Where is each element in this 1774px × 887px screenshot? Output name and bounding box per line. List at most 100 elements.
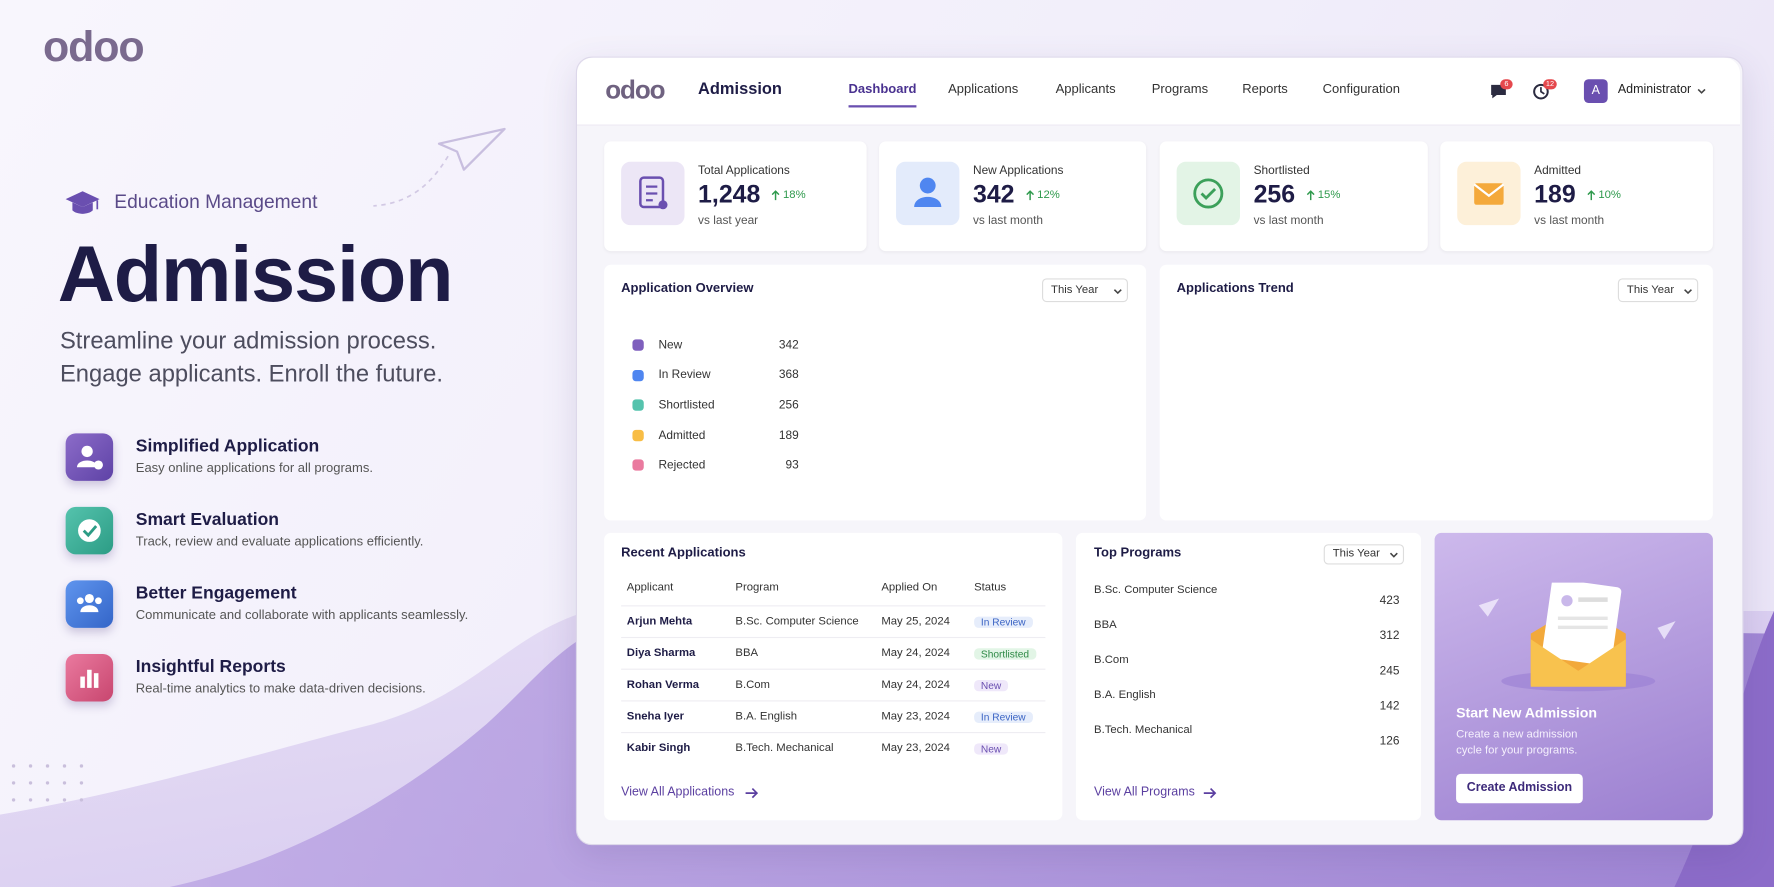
stat-note: vs last year [698, 213, 759, 228]
table-cell: May 24, 2024 [881, 678, 950, 692]
recent-panel [604, 532, 1063, 821]
stat-glyph-part [646, 185, 658, 202]
stat-glyph-part [919, 177, 936, 194]
feature-glyph-part [80, 676, 85, 688]
table-cell: B.Com [735, 678, 770, 692]
row-divider [621, 668, 1046, 670]
stat-glyph [639, 176, 668, 210]
legend-swatch [632, 339, 644, 351]
program-value: 245 [1379, 663, 1400, 678]
program-value: 312 [1379, 628, 1400, 643]
feature-icon [65, 433, 114, 481]
stat-label: Shortlisted [1253, 163, 1310, 178]
filter-label: This Year [1051, 283, 1099, 296]
program-name: B.Sc. Computer Science [1094, 583, 1218, 597]
stat-value: 1,248 [698, 179, 761, 209]
feature-glyph-part [84, 593, 94, 604]
feature-glyph-part [93, 673, 99, 688]
table-cell: B.A. English [735, 710, 798, 723]
applicant-name: Kabir Singh [626, 742, 691, 755]
stat-value-row: 256 15% [1254, 179, 1341, 211]
nav-item[interactable]: Applicants [1055, 82, 1116, 97]
badge [1543, 79, 1557, 90]
filter-dropdown[interactable] [1323, 544, 1405, 565]
nav-item[interactable]: Configuration [1322, 82, 1400, 97]
legend-value: 93 [785, 458, 799, 472]
status-pill: New [974, 742, 1009, 756]
legend-label: In Review [658, 368, 711, 382]
feature-glyph-part [82, 525, 98, 538]
activity-icon-part [1533, 83, 1549, 100]
chevron [1684, 288, 1692, 294]
filter-label: This Year [1626, 283, 1675, 296]
view-all-link[interactable]: View All Applications [621, 785, 735, 800]
view-all-link[interactable]: View All Programs [1094, 785, 1195, 800]
feature-text: Easy online applications for all program… [135, 461, 373, 476]
column-header: Applied On [881, 581, 938, 594]
stat-glyph-part [1473, 183, 1505, 198]
avatar[interactable] [1583, 79, 1608, 103]
chevron [1113, 288, 1122, 294]
program-value: 142 [1379, 698, 1400, 713]
nav-item[interactable]: Dashboard [848, 83, 917, 108]
program-name: BBA [1094, 618, 1117, 632]
stat-icon [896, 161, 960, 226]
promo-title: Start New Admission [1456, 704, 1598, 721]
filter-dropdown[interactable] [1617, 278, 1699, 303]
applicant-name: Diya Sharma [626, 647, 696, 660]
table-cell: May 23, 2024 [881, 710, 950, 723]
feature-glyph-part [80, 605, 99, 613]
program-name: B.Com [1094, 653, 1129, 667]
feature-glyph [76, 593, 102, 613]
arrow-right [1203, 787, 1217, 799]
table-cell: May 25, 2024 [881, 615, 950, 628]
arrow-right [745, 787, 759, 799]
promo-button[interactable] [1456, 773, 1583, 804]
stat-glyph [1193, 178, 1224, 209]
user-name[interactable]: Administrator [1617, 83, 1692, 97]
applicant-name: Sneha Iyer [626, 710, 685, 723]
program-value: 126 [1379, 733, 1400, 748]
badge [1500, 79, 1513, 90]
stat-value: 342 [972, 179, 1015, 209]
table-cell: B.Tech. Mechanical [735, 742, 834, 755]
promo-illustration [1454, 578, 1680, 719]
badge-text: 6 [1504, 80, 1509, 89]
filter-dropdown[interactable] [1042, 278, 1128, 303]
chevron-part [1697, 88, 1706, 94]
stat-value-row: 342 12% [973, 179, 1060, 211]
stat-value: 256 [1253, 179, 1296, 209]
feature-glyph-part [76, 597, 84, 605]
table-cell: May 24, 2024 [881, 647, 950, 660]
legend-label: Rejected [658, 458, 706, 472]
status-pill: In Review [974, 616, 1033, 629]
feature-icon [65, 506, 114, 555]
stat-note: vs last month [972, 213, 1043, 228]
stat-change-text: 10% [1598, 188, 1621, 201]
stat-change: 10% [1587, 188, 1621, 201]
chevron-part [1113, 288, 1122, 294]
tagline: Streamline your admission process. [59, 328, 437, 355]
stat-glyph-part [1193, 178, 1224, 209]
app-name: Admission [698, 80, 782, 99]
nav-item[interactable]: Applications [948, 82, 1019, 97]
table-cell: May 23, 2024 [881, 742, 950, 755]
legend-label: Admitted [658, 428, 706, 442]
panel-title: Application Overview [621, 281, 754, 296]
panel-title: Top Programs [1094, 546, 1182, 561]
stat-icon [621, 161, 685, 226]
program-name: B.A. English [1094, 689, 1156, 702]
nav-item[interactable]: Programs [1151, 82, 1209, 97]
feature-glyph-part [78, 519, 101, 542]
feature-glyph-part [87, 669, 92, 688]
row-divider [621, 732, 1046, 734]
stat-label: New Applications [972, 163, 1064, 178]
promo-text: Create a new admission [1456, 728, 1578, 742]
up-arrow [771, 189, 780, 200]
feature-glyph-part [93, 460, 103, 470]
stat-note: vs last month [1253, 213, 1324, 228]
column-header: Status [974, 581, 1007, 594]
nav-item[interactable]: Reports [1242, 82, 1288, 97]
status-pill: In Review [974, 711, 1033, 724]
